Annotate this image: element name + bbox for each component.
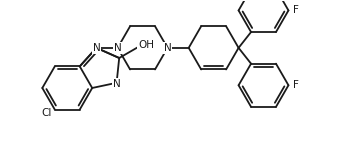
- Text: N: N: [164, 43, 171, 53]
- Text: OH: OH: [138, 40, 154, 50]
- Text: N: N: [92, 43, 100, 53]
- Text: N: N: [113, 79, 120, 89]
- Text: Cl: Cl: [41, 108, 51, 118]
- Text: F: F: [293, 5, 299, 15]
- Text: F: F: [293, 80, 299, 90]
- Text: N: N: [114, 43, 121, 53]
